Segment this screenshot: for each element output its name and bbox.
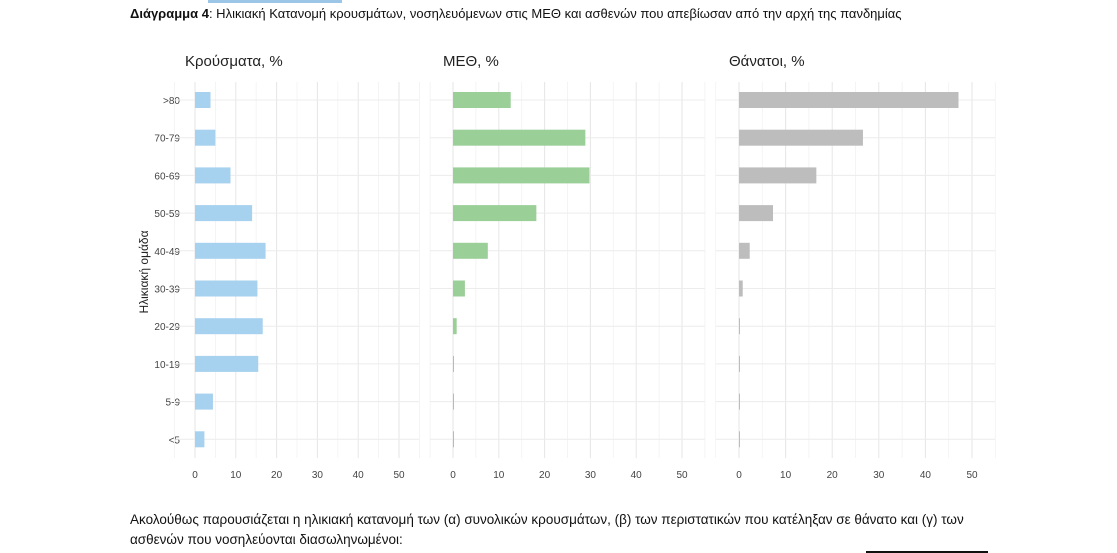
category-label: >80 xyxy=(163,96,180,107)
bar-40-49 xyxy=(195,242,266,259)
bar-5-9 xyxy=(739,393,740,410)
x-tick-label: 30 xyxy=(585,470,597,481)
x-tick-label: 50 xyxy=(966,470,978,481)
category-label: 10-19 xyxy=(154,360,180,371)
x-tick-label: 50 xyxy=(676,470,688,481)
bar-50-59 xyxy=(739,205,774,222)
x-tick-label: 10 xyxy=(780,470,792,481)
x-tick-label: 0 xyxy=(192,470,198,481)
bar-40-49 xyxy=(453,242,488,259)
category-label: 70-79 xyxy=(154,134,180,145)
x-tick-label: 30 xyxy=(312,470,324,481)
bar->80 xyxy=(195,92,211,108)
x-tick-label: 50 xyxy=(393,470,405,481)
bar-30-39 xyxy=(453,280,465,297)
category-label: 5-9 xyxy=(166,398,181,409)
bar-<5 xyxy=(453,431,454,448)
bar->80 xyxy=(453,92,511,108)
x-tick-label: 0 xyxy=(736,470,742,481)
category-label: 40-49 xyxy=(154,247,180,258)
bar-60-69 xyxy=(453,167,590,184)
bar-40-49 xyxy=(739,242,750,259)
bottom-rule xyxy=(866,551,988,553)
age-distribution-chart: Ηλικιακή ομάδα >80 70-79 60-69 50-59 40-49 30-… xyxy=(137,53,996,481)
bar-70-79 xyxy=(195,129,216,146)
bar-70-79 xyxy=(739,129,863,146)
bar-20-29 xyxy=(739,318,740,335)
body-paragraph: Ακολούθως παρουσιάζεται η ηλικιακή καταν… xyxy=(130,512,964,547)
bar-10-19 xyxy=(453,355,454,372)
bar-20-29 xyxy=(453,318,457,335)
panel-title: Κρούσματα, % xyxy=(185,53,283,70)
bar-70-79 xyxy=(453,129,586,146)
caption-label: Διάγραμμα 4 xyxy=(130,6,209,21)
x-tick-label: 20 xyxy=(539,470,551,481)
x-tick-label: 0 xyxy=(450,470,456,481)
x-tick-label: 30 xyxy=(873,470,885,481)
top-accent-bar xyxy=(208,0,342,3)
x-tick-label: 20 xyxy=(827,470,839,481)
category-label: 20-29 xyxy=(154,322,180,333)
bar-5-9 xyxy=(453,393,454,410)
x-tick-label: 40 xyxy=(920,470,932,481)
bar-20-29 xyxy=(195,318,263,335)
x-tick-label: 40 xyxy=(631,470,643,481)
bar-10-19 xyxy=(195,355,259,372)
x-tick-label: 10 xyxy=(493,470,505,481)
figure-caption: Διάγραμμα 4: Ηλικιακή Κατανομή κρουσμάτω… xyxy=(130,6,902,21)
x-tick-label: 40 xyxy=(353,470,365,481)
bar-<5 xyxy=(195,431,205,448)
y-axis-label: Ηλικιακή ομάδα xyxy=(137,230,151,313)
x-tick-label: 10 xyxy=(230,470,242,481)
bar-30-39 xyxy=(195,280,258,297)
bar-30-39 xyxy=(739,280,743,297)
x-tick-label: 20 xyxy=(271,470,283,481)
bar-50-59 xyxy=(195,205,253,222)
category-label: 60-69 xyxy=(154,171,180,182)
bar-5-9 xyxy=(195,393,213,410)
category-label: 50-59 xyxy=(154,209,180,220)
category-label: 30-39 xyxy=(154,285,180,296)
bar-10-19 xyxy=(739,355,740,372)
bar->80 xyxy=(739,92,959,108)
bar-<5 xyxy=(739,431,740,448)
bar-50-59 xyxy=(453,205,537,222)
panel-title: ΜΕΘ, % xyxy=(443,53,499,70)
bar-60-69 xyxy=(195,167,231,184)
panel-title: Θάνατοι, % xyxy=(729,53,805,70)
caption-text: : Ηλικιακή Κατανομή κρουσμάτων, νοσηλευό… xyxy=(208,6,902,21)
bar-60-69 xyxy=(739,167,817,184)
